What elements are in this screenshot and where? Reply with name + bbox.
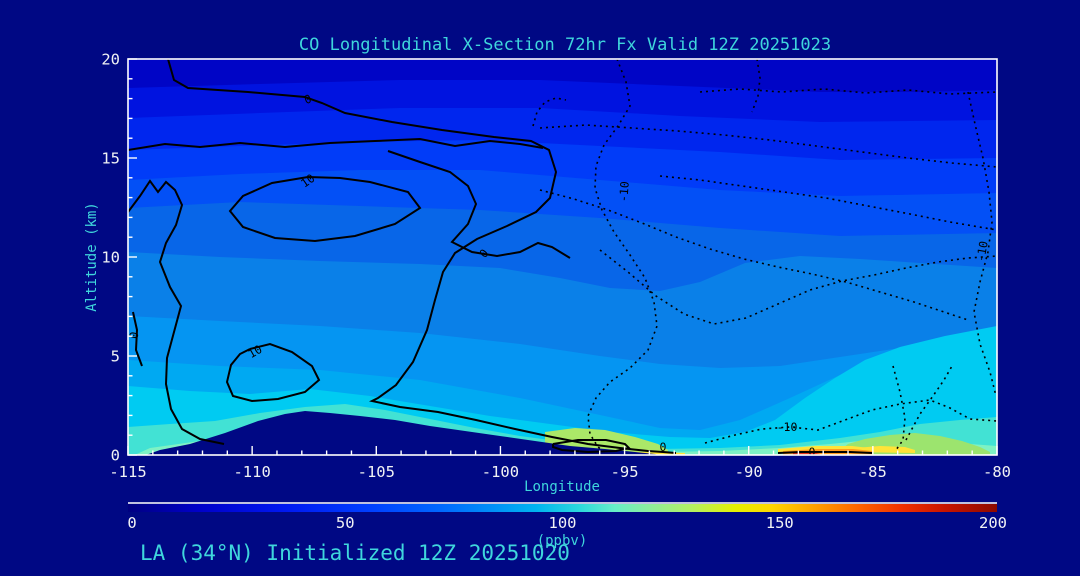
chart-title: CO Longitudinal X-Section 72hr Fx Valid … [299,35,831,55]
y-tick-label: 15 [101,150,120,168]
y-tick-label: 20 [101,51,120,69]
y-tick-label: 5 [111,348,120,366]
x-tick-label: -80 [983,463,1011,481]
solid-contour-line [387,150,571,259]
dotted-contour-line [892,365,906,451]
contour-label: -10 [616,181,632,203]
solid-contour-line [225,342,321,403]
contour-label: 0 [127,331,142,340]
contour-label: 10 [298,171,317,190]
colorbar-tick-label: 150 [766,514,794,532]
dotted-contour-line [599,249,997,325]
colorbar-tick-label: 200 [979,514,1007,532]
contour-label: 10 [245,342,264,361]
x-tick-label: -110 [233,463,270,481]
dotted-contour-line [699,88,997,95]
y-tick-label: 10 [101,249,120,267]
colorbar-units-label: (ppbv) [537,533,588,549]
contour-field [128,59,997,455]
y-axis-title: Altitude (km) [84,202,100,312]
colorbar-tick-label: 100 [549,514,577,532]
contour-label: 0 [660,440,667,454]
x-tick-label: -100 [482,463,519,481]
dotted-contour-line [587,59,658,454]
dotted-contour-line [967,91,997,397]
colorbar-tick-label: 0 [127,514,136,532]
solid-contour-line [777,451,873,454]
dotted-contour-line [539,124,997,168]
x-tick-label: -115 [109,463,146,481]
x-tick-label: -95 [611,463,639,481]
dotted-contour-line [659,175,997,231]
x-tick-label: -105 [358,463,395,481]
contour-label: 0 [302,91,313,106]
terrain-silhouette [145,411,658,455]
y-tick-label: 0 [111,447,120,465]
solid-contour-line [132,311,143,367]
dotted-contour-line [905,365,953,441]
solid-contour-line [128,179,225,445]
contour-label: -10 [777,420,798,434]
dotted-contour-line [532,97,567,127]
contour-label: -10 [973,240,990,263]
colorbar-tick-label: 50 [336,514,355,532]
colorbar-gradient-bar [128,504,997,512]
x-tick-label: -90 [735,463,763,481]
solid-contour-line [552,439,631,454]
solid-contour-line [167,59,677,454]
x-axis-title: Longitude [524,479,600,495]
dotted-contour-line [539,189,969,321]
x-tick-label: -85 [859,463,887,481]
solid-contour-line [128,137,544,151]
dotted-contour-line [704,399,997,444]
init-annotation: LA (34°N) Initialized 12Z 20251020 [140,541,570,565]
contour-label: 0 [809,445,816,459]
colorbar: 0 50 100 150 200 [127,502,1007,532]
solid-contour-line [228,176,422,243]
